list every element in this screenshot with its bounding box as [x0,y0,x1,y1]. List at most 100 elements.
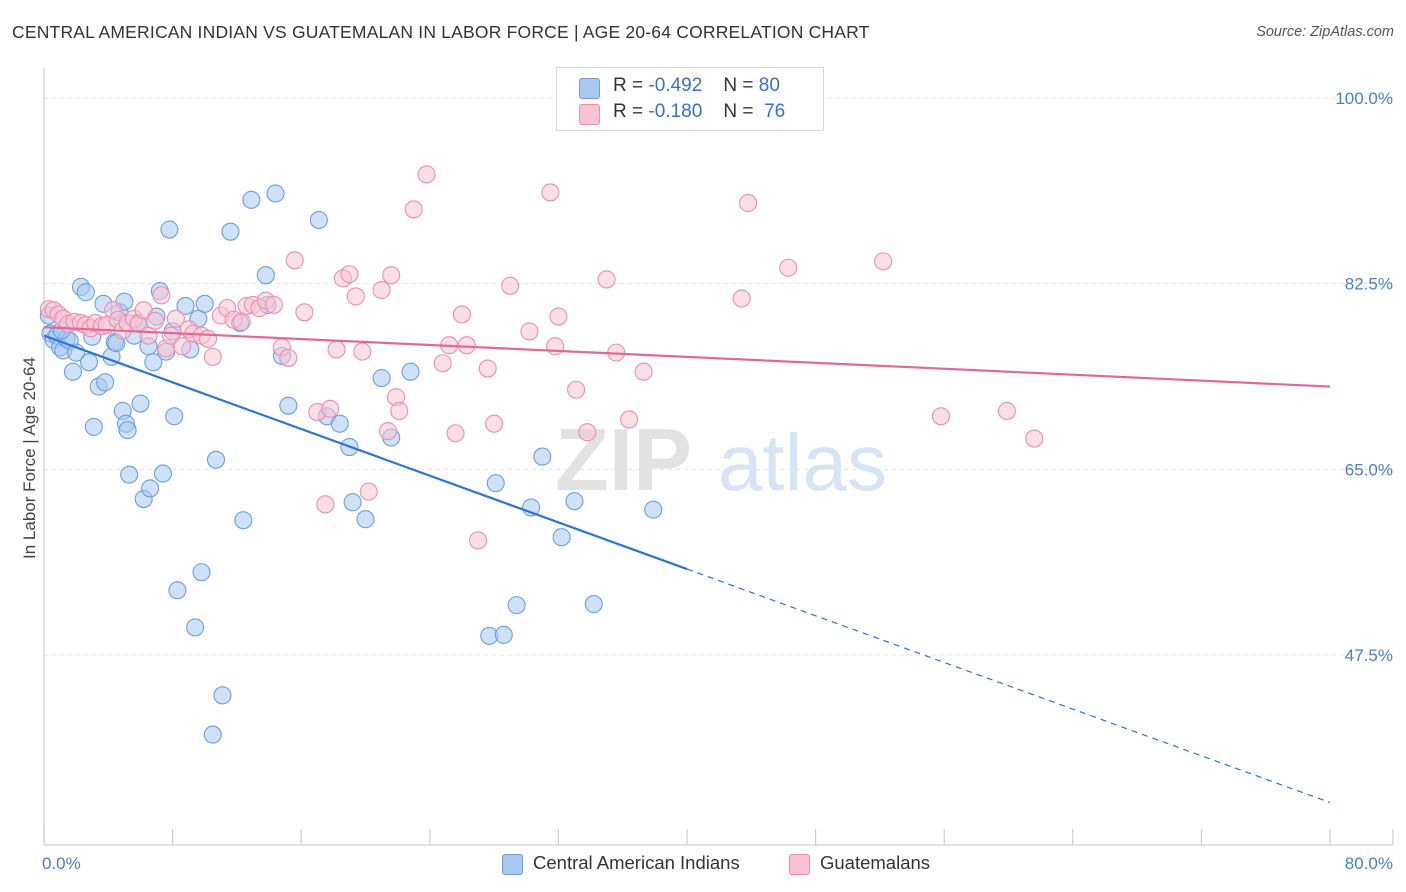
data-point [433,354,452,373]
data-point [232,312,251,331]
data-point [161,326,181,345]
data-point [141,479,160,498]
data-point [285,251,304,270]
data-point [256,266,275,285]
data-point [79,353,99,372]
data-point [120,465,139,484]
data-point [96,373,115,392]
data-point [192,563,211,582]
chart-source: Source: ZipAtlas.com [1256,24,1394,40]
data-point [173,337,192,356]
data-point [264,295,283,314]
y-tick-label: 65.0% [1345,460,1393,479]
data-point [739,193,758,213]
data-point [533,447,552,466]
data-point [372,280,391,300]
data-point [567,380,586,399]
series-swatch-blue [502,854,523,875]
r-label: R = [613,101,644,122]
trend-line-extension-0 [686,568,1331,804]
data-point [446,424,465,443]
data-point [343,493,362,512]
n-label: N = [723,75,754,96]
data-point [166,309,185,328]
data-point [118,421,137,440]
tick-labels: 100.0% 82.5% 65.0% 47.5% 0.0% 80.0% [42,89,1393,873]
data-point [382,266,401,285]
data-point [565,492,584,511]
watermark-atlas: atlas [718,418,887,507]
data-point [353,342,372,361]
legend-swatch-pink [579,104,600,125]
data-point [520,322,539,341]
data-point [321,399,340,418]
n-label: N = [723,101,754,122]
data-point [213,686,232,705]
data-point [549,307,568,326]
data-point [309,210,328,230]
data-point [346,287,365,306]
data-point [779,258,798,277]
data-point [153,464,173,483]
series-swatch-pink [789,854,810,875]
data-point [176,296,195,315]
data-point [63,362,82,381]
data-point [131,394,150,413]
trend-lines [43,326,1331,804]
data-point [552,528,571,547]
watermark: ZIP atlas [555,410,887,509]
data-point [874,252,893,271]
data-point [597,270,616,289]
data-point [327,340,346,359]
data-point [452,305,472,324]
data-point [152,286,171,305]
data-point [478,359,497,378]
r-value: -0.180 [648,101,703,122]
series-guatemalans [39,165,1044,550]
x-tick-label: 80.0% [1345,854,1393,873]
data-point [168,581,187,600]
data-point [486,474,505,493]
data-point [644,500,663,519]
series-label: Guatemalans [820,852,931,873]
data-point [584,595,603,614]
r-value: -0.492 [648,75,703,96]
data-point [144,353,163,372]
data-point [242,190,261,209]
data-point [378,422,398,441]
series-label: Central American Indians [533,852,740,873]
data-point [186,618,205,637]
data-point [931,407,951,426]
legend-swatch-blue [579,78,600,99]
data-point [295,303,314,322]
r-label: R = [613,75,644,96]
data-point [84,417,103,436]
data-point [203,347,222,366]
data-point [457,336,476,355]
data-point [494,625,513,644]
data-point [234,511,253,530]
n-value: 80 [758,75,780,96]
data-point [417,165,436,184]
data-point [198,329,218,348]
data-point [195,294,214,313]
data-point [221,222,240,241]
data-point [279,396,298,415]
data-point [507,596,526,615]
data-point [279,348,298,367]
chart-title: CENTRAL AMERICAN INDIAN VS GUATEMALAN IN… [12,22,870,42]
grid-lines [44,97,1393,656]
data-point [372,369,391,388]
n-value: 76 [764,101,786,122]
data-point [390,401,409,421]
axes [43,68,1394,846]
data-point [485,414,504,433]
y-axis-label: In Labor Force | Age 20-64 [20,357,39,559]
data-point [356,510,375,529]
data-point [160,220,179,239]
y-tick-label: 82.5% [1345,275,1393,294]
stats-legend: R = -0.492 N = 80 R = -0.180 N = 76 [556,67,824,131]
data-point [165,407,184,426]
data-points [39,165,1044,744]
